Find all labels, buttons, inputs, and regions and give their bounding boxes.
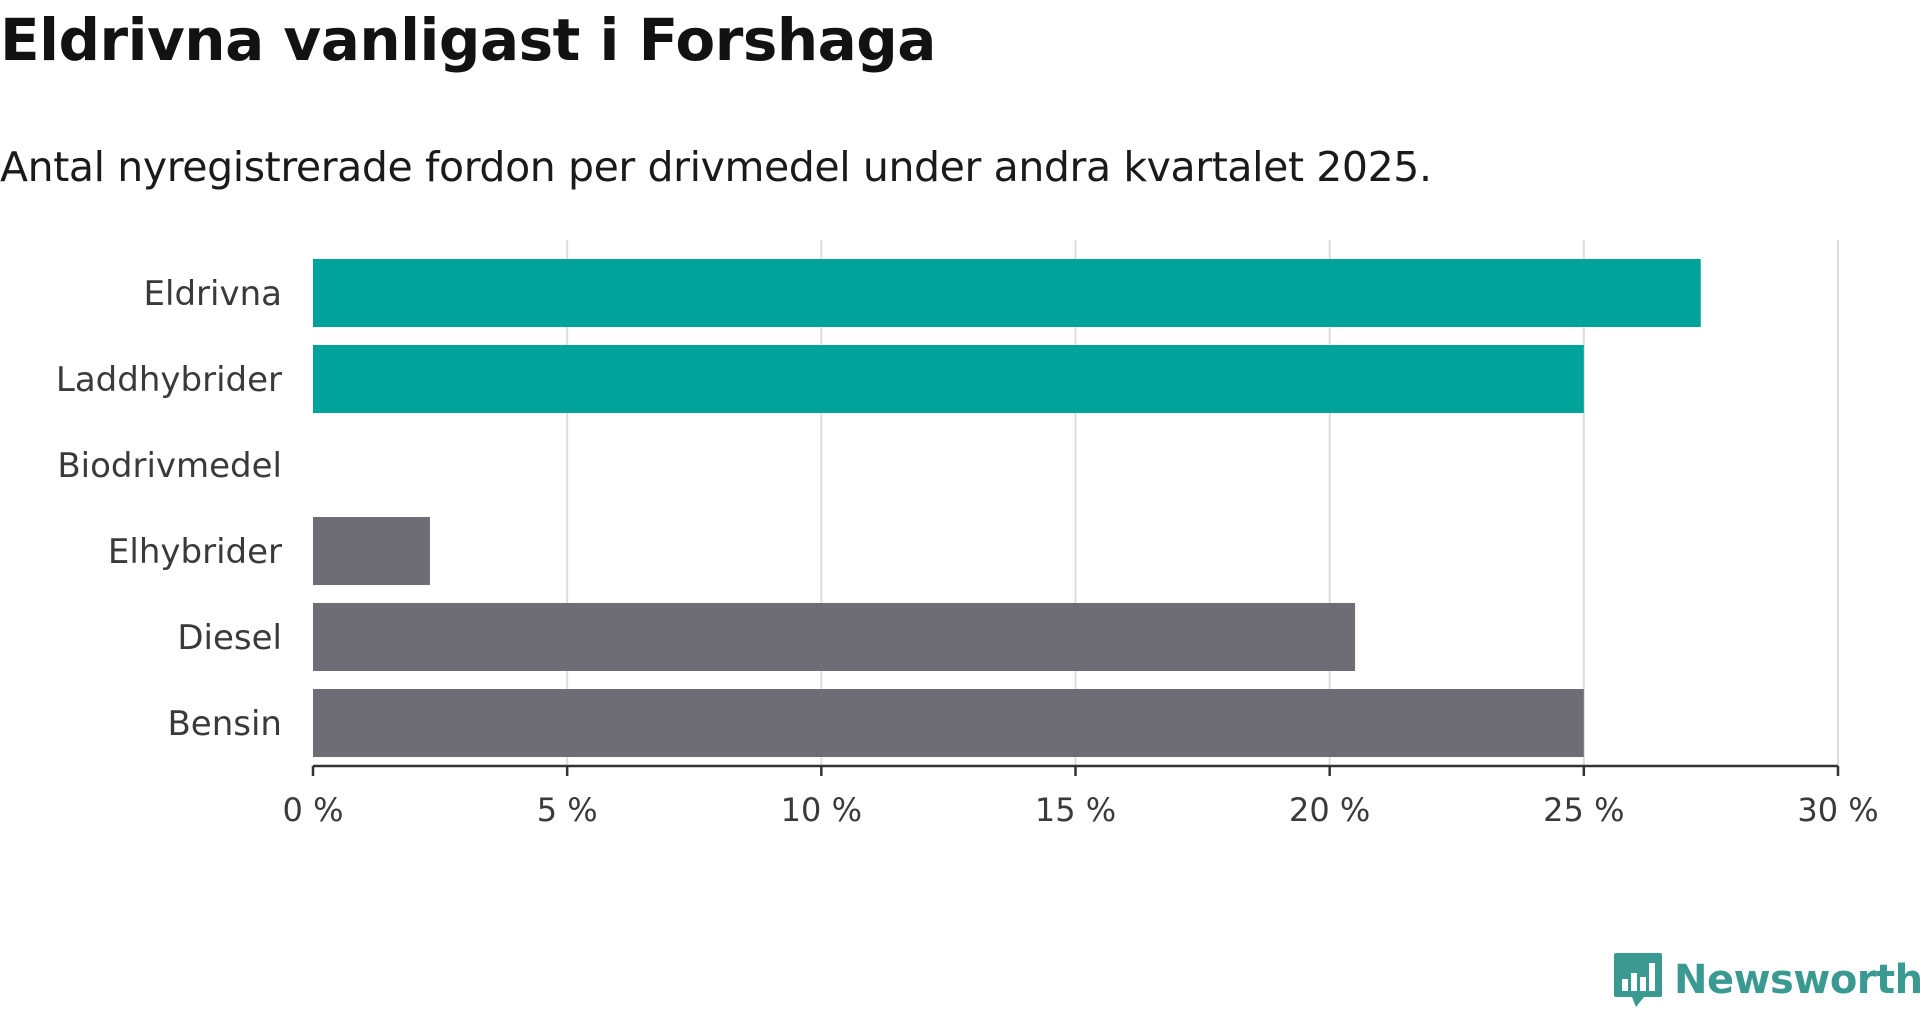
- chart-title: Eldrivna vanligast i Forshaga: [0, 6, 936, 74]
- x-tick-label: 20 %: [1289, 791, 1370, 829]
- x-tick-label: 15 %: [1035, 791, 1116, 829]
- x-tick-label: 5 %: [537, 791, 598, 829]
- x-tick-label: 10 %: [781, 791, 862, 829]
- chart-subtitle: Antal nyregistrerade fordon per drivmede…: [0, 143, 1432, 191]
- category-label: Diesel: [177, 618, 282, 658]
- newsworthy-logo-icon: [1614, 953, 1662, 1007]
- bar: [313, 603, 1356, 671]
- category-label: Laddhybrider: [56, 360, 282, 400]
- bar: [313, 689, 1584, 757]
- x-tick-label: 30 %: [1797, 791, 1878, 829]
- category-label: Bensin: [167, 704, 282, 744]
- category-label: Eldrivna: [144, 274, 282, 314]
- category-label: Elhybrider: [108, 532, 282, 572]
- category-label: Biodrivmedel: [57, 446, 282, 486]
- bar-chart: Eldrivna Laddhybrider Biodrivmedel Elhybrid…: [56, 240, 1879, 829]
- bar: [313, 259, 1701, 327]
- brand-name: Newsworthy: [1674, 957, 1920, 1003]
- bar: [313, 345, 1584, 413]
- bar: [313, 517, 430, 585]
- x-tick-label: 0 %: [283, 791, 344, 829]
- x-tick-label: 25 %: [1543, 791, 1624, 829]
- brand-logo: Newsworthy: [1612, 948, 1920, 1012]
